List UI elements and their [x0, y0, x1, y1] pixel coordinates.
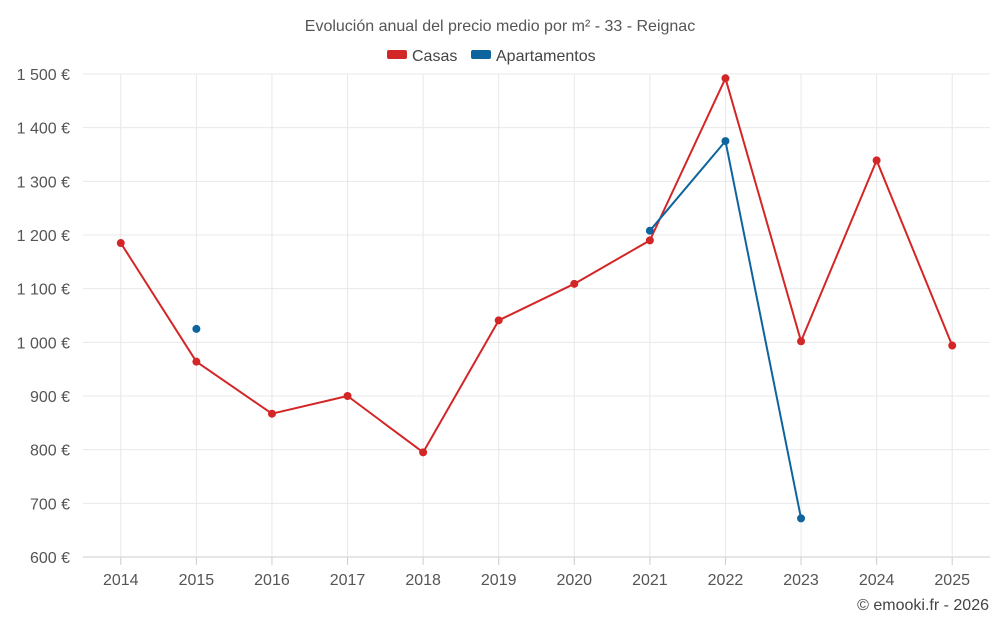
x-axis: 2014 2015 2016 2017 2018 2019 2020 2021 2022 2023… [103, 557, 970, 589]
y-axis: 600 € 700 € 800 € 900 € 1 000 € 1 100 € 1 200 … [17, 67, 70, 567]
y-tick-label: 700 € [30, 496, 70, 513]
x-tick-label: 2021 [632, 572, 668, 589]
data-point-casas[interactable] [419, 448, 428, 457]
legend-label-apartamentos: Apartamentos [496, 48, 596, 65]
data-point-casas[interactable] [116, 239, 125, 248]
legend[interactable]: Casas Apartamentos [387, 48, 596, 65]
data-point-casas[interactable] [192, 357, 201, 366]
data-point-casas[interactable] [343, 392, 352, 400]
credit-text: © emooki.fr - 2026 [857, 597, 989, 614]
data-point-casas[interactable] [570, 279, 579, 288]
series-casas[interactable] [116, 74, 957, 457]
gridlines [83, 73, 990, 558]
legend-swatch-apartamentos [471, 50, 491, 59]
x-tick-label: 2025 [934, 572, 970, 589]
x-tick-label: 2017 [330, 572, 366, 589]
legend-label-casas: Casas [412, 48, 457, 65]
chart-title: Evolución anual del precio medio por m² … [305, 18, 695, 35]
data-point-apartamentos[interactable] [721, 137, 730, 146]
x-tick-label: 2022 [708, 572, 744, 589]
x-tick-label: 2015 [179, 572, 215, 589]
x-tick-label: 2023 [783, 572, 819, 589]
data-point-casas[interactable] [267, 409, 276, 418]
x-tick-label: 2018 [405, 572, 441, 589]
y-tick-label: 600 € [30, 550, 70, 567]
data-point-casas[interactable] [494, 316, 503, 325]
y-tick-label: 1 400 € [17, 121, 70, 138]
series-apartamentos[interactable] [192, 137, 806, 523]
series-line-casas [119, 77, 954, 454]
legend-item-casas[interactable]: Casas [387, 48, 457, 65]
x-tick-label: 2016 [254, 572, 290, 589]
y-tick-label: 1 000 € [17, 335, 70, 352]
x-tick-label: 2014 [103, 572, 139, 589]
legend-swatch-casas [387, 50, 407, 59]
y-tick-label: 1 500 € [17, 67, 70, 84]
series-layer [116, 74, 957, 523]
data-point-casas[interactable] [645, 236, 654, 245]
x-tick-label: 2024 [859, 572, 895, 589]
x-tick-label: 2019 [481, 572, 517, 589]
data-point-casas[interactable] [872, 156, 881, 165]
data-point-apartamentos[interactable] [192, 324, 201, 333]
data-point-casas[interactable] [721, 74, 730, 83]
y-tick-label: 900 € [30, 389, 70, 406]
y-tick-label: 1 300 € [17, 174, 70, 191]
x-tick-label: 2020 [556, 572, 592, 589]
data-point-casas[interactable] [797, 337, 806, 346]
legend-item-apartamentos[interactable]: Apartamentos [471, 48, 596, 65]
y-tick-label: 1 100 € [17, 282, 70, 299]
data-point-apartamentos[interactable] [797, 514, 806, 523]
y-tick-label: 800 € [30, 443, 70, 460]
data-point-apartamentos[interactable] [645, 226, 654, 235]
y-tick-label: 1 200 € [17, 228, 70, 245]
data-point-casas[interactable] [948, 341, 957, 350]
